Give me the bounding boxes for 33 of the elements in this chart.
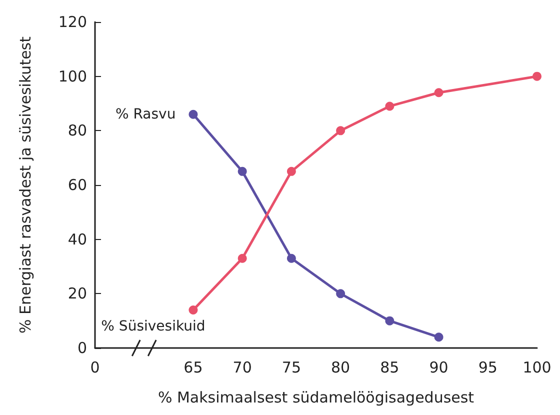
x-tick-label: 100 <box>522 358 552 376</box>
series-label: % Süsivesikuid <box>101 318 206 334</box>
point <box>286 254 296 263</box>
point <box>336 126 346 136</box>
y-tick-label: 80 <box>68 122 87 140</box>
y-tick-label: 20 <box>68 284 87 303</box>
y-tick-label: 120 <box>58 13 87 31</box>
point <box>238 254 247 263</box>
point <box>188 305 198 314</box>
point <box>336 289 346 298</box>
series-label: % Rasvu <box>116 106 176 122</box>
x-tick-label: 90 <box>429 358 448 376</box>
point <box>434 88 444 98</box>
y-tick-label: 40 <box>68 230 87 248</box>
point <box>434 332 444 342</box>
x-tick-label: 65 <box>184 358 203 376</box>
x-tick-label: 70 <box>232 358 252 376</box>
y-tick-label: 100 <box>58 67 87 86</box>
y-tick-label: 60 <box>68 176 87 194</box>
point <box>188 110 198 119</box>
y-tick-label: 0 <box>77 339 87 357</box>
x-tick-label: 80 <box>331 358 350 376</box>
point <box>532 72 542 81</box>
point <box>385 102 394 111</box>
point <box>385 316 394 326</box>
x-tick-label: 95 <box>478 358 498 376</box>
point <box>238 166 247 176</box>
x-axis-title: % Maksimaalsest südamelöögisagedusest <box>158 388 474 406</box>
x-tick-label: 0 <box>90 358 100 376</box>
point <box>286 166 296 176</box>
y-axis-title: % Energiast rasvadest ja süsivesikutest <box>16 36 34 334</box>
x-tick-label: 85 <box>380 358 400 376</box>
x-tick-label: 75 <box>282 358 301 376</box>
